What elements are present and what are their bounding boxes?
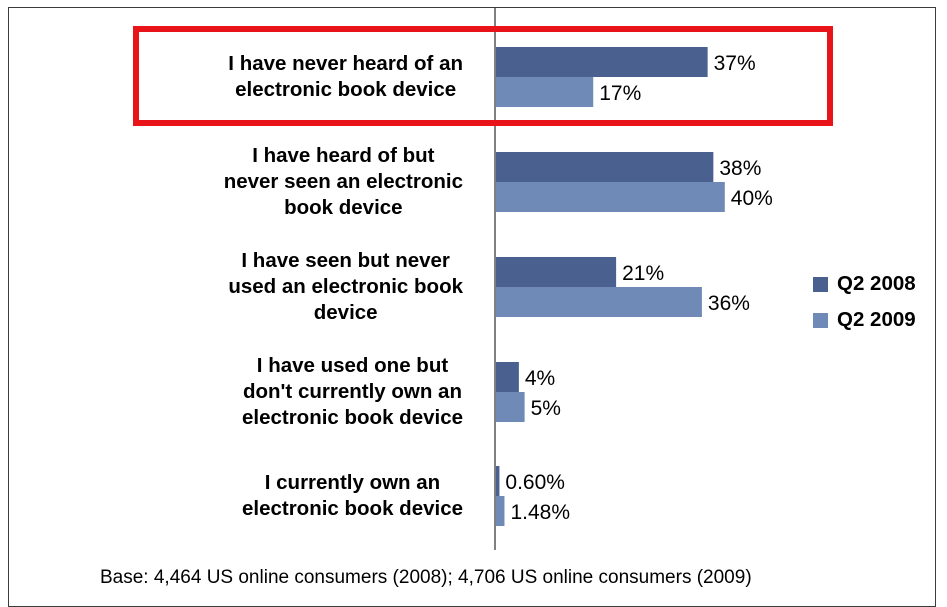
legend-swatch xyxy=(813,312,828,328)
bar-q2-2008 xyxy=(496,466,500,496)
legend-swatch xyxy=(813,276,828,292)
legend-item: Q2 2008 xyxy=(813,266,916,302)
legend-label: Q2 2009 xyxy=(837,308,916,331)
category-label: I have used one but don't currently own … xyxy=(241,354,463,429)
bar-chart: 37% 17% 38% 40% 21% 36% 4% 5% 0.60% 1.48% xyxy=(133,8,833,550)
value-label: 0.60% xyxy=(505,471,565,494)
category-label: I have seen but never used an electronic… xyxy=(228,249,463,324)
bar-q2-2009 xyxy=(496,182,725,212)
value-label: 38% xyxy=(719,157,761,180)
value-label: 1.48% xyxy=(510,501,570,524)
footnote: Base: 4,464 US online consumers (2008); … xyxy=(100,567,752,588)
category-label: I currently own an electronic book devic… xyxy=(241,471,463,520)
bar-q2-2009 xyxy=(496,392,525,422)
bar-q2-2008 xyxy=(496,257,617,287)
value-label: 4% xyxy=(525,367,555,390)
bar-q2-2008 xyxy=(496,362,519,392)
highlight-box xyxy=(133,26,833,126)
bar-q2-2009 xyxy=(496,77,594,107)
value-label: 17% xyxy=(599,82,641,105)
bar-q2-2008 xyxy=(496,47,708,77)
value-label: 36% xyxy=(708,292,750,315)
category-label: I have never heard of an electronic book… xyxy=(228,52,463,101)
value-label: 40% xyxy=(731,187,773,210)
bar-q2-2009 xyxy=(496,287,702,317)
value-label: 21% xyxy=(622,262,664,285)
value-label: 37% xyxy=(714,52,756,75)
chart-frame: 37% 17% 38% 40% 21% 36% 4% 5% 0.60% 1.48% Q2 2008… xyxy=(8,7,936,607)
bar-q2-2009 xyxy=(496,496,505,526)
legend-item: Q2 2009 xyxy=(813,302,916,338)
value-label: 5% xyxy=(531,397,561,420)
legend: Q2 2008 Q2 2009 xyxy=(813,266,916,338)
category-label: I have heard of but never seen an electr… xyxy=(223,144,463,219)
bar-q2-2008 xyxy=(496,152,714,182)
legend-label: Q2 2008 xyxy=(837,272,916,295)
